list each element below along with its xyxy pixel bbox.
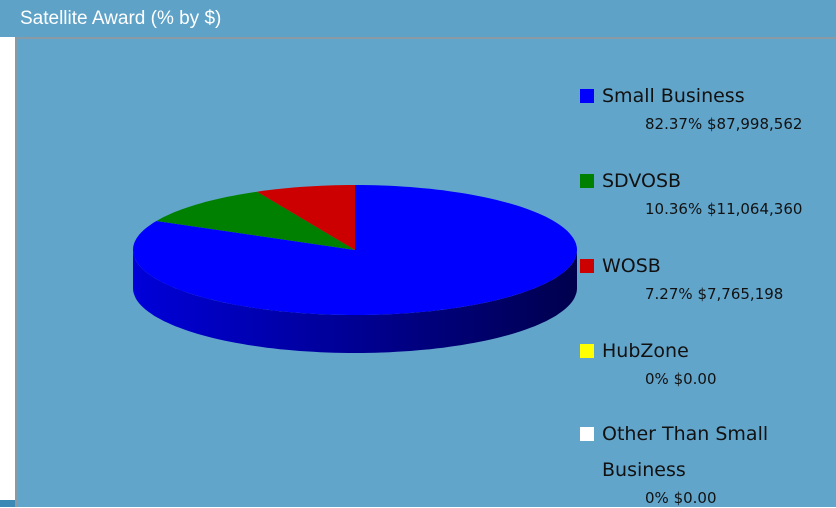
legend-item: Other Than Small Business 0% $0.00	[580, 416, 800, 508]
legend-item: SDVOSB 10.36% $11,064,360	[580, 163, 803, 219]
percent-label: 82.37%	[645, 115, 703, 133]
legend-label: HubZone	[602, 340, 689, 362]
legend-swatch	[580, 344, 594, 358]
percent-label: 0%	[645, 489, 669, 507]
legend-item: HubZone 0% $0.00	[580, 333, 800, 389]
amount-label: $7,765,198	[697, 285, 784, 303]
percent-label: 7.27%	[645, 285, 693, 303]
legend-swatch	[580, 89, 594, 103]
legend-value: 7.27% $7,765,198	[645, 284, 800, 304]
legend-value: 0% $0.00	[645, 488, 800, 508]
slice	[156, 191, 355, 250]
legend-label: SDVOSB	[602, 170, 682, 192]
legend-swatch	[580, 174, 594, 188]
legend-item: WOSB 7.27% $7,765,198	[580, 248, 800, 304]
legend-swatch	[580, 427, 594, 441]
amount-label: $87,998,562	[706, 115, 803, 133]
amount-label: $0.00	[673, 370, 717, 388]
legend-label: Other Than Small Business	[602, 423, 769, 481]
slice	[257, 185, 355, 250]
legend-value: 0% $0.00	[645, 369, 800, 389]
legend-value: 10.36% $11,064,360	[645, 199, 803, 219]
title-bar: Satellite Award (% by $)	[0, 0, 836, 37]
percent-label: 10.36%	[645, 200, 703, 218]
percent-label: 0%	[645, 370, 669, 388]
slice-side	[133, 250, 577, 353]
corner-strip	[0, 500, 15, 507]
legend-value: 82.37% $87,998,562	[645, 114, 803, 134]
legend-label: WOSB	[602, 255, 661, 277]
amount-label: $0.00	[673, 489, 717, 507]
legend-label: Small Business	[602, 85, 745, 107]
legend-item: Small Business 82.37% $87,998,562	[580, 78, 803, 134]
chart-title: Satellite Award (% by $)	[20, 8, 222, 29]
amount-label: $11,064,360	[706, 200, 803, 218]
legend-swatch	[580, 259, 594, 273]
